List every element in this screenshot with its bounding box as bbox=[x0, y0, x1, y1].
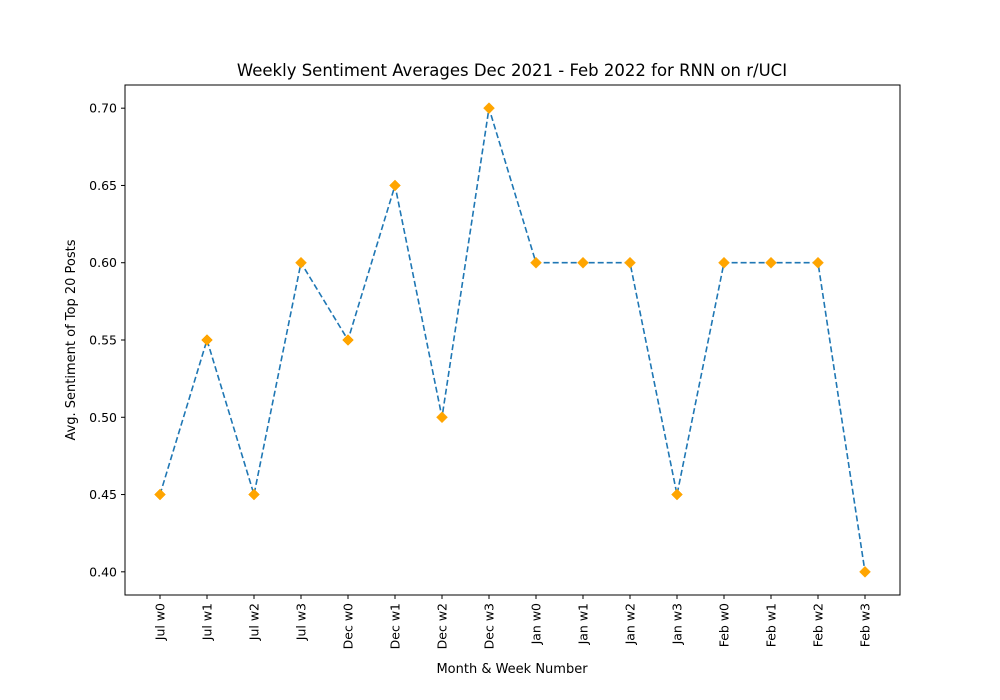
x-axis-label: Month & Week Number bbox=[436, 662, 588, 677]
x-tick-label: Jan w0 bbox=[529, 603, 544, 645]
x-tick-label: Feb w1 bbox=[764, 603, 779, 647]
data-point-marker bbox=[812, 256, 824, 269]
data-point-marker bbox=[436, 411, 448, 424]
data-point-marker bbox=[389, 179, 401, 192]
data-point-marker bbox=[154, 488, 166, 501]
y-tick-label: 0.65 bbox=[89, 178, 117, 193]
data-point-marker bbox=[577, 256, 589, 269]
data-point-marker bbox=[765, 256, 777, 269]
data-point-marker bbox=[859, 565, 871, 578]
x-tick-label: Jan w2 bbox=[623, 603, 638, 645]
x-tick-label: Feb w0 bbox=[717, 603, 732, 647]
chart-title: Weekly Sentiment Averages Dec 2021 - Feb… bbox=[237, 61, 787, 80]
data-point-marker bbox=[624, 256, 636, 269]
x-tick-label: Jul w0 bbox=[153, 603, 168, 641]
data-point-marker bbox=[718, 256, 730, 269]
x-tick-label: Feb w2 bbox=[811, 603, 826, 647]
x-tick-label: Jul w2 bbox=[247, 603, 262, 641]
x-tick-label: Dec w2 bbox=[435, 603, 450, 649]
series-line bbox=[159, 107, 866, 572]
y-tick-label: 0.50 bbox=[89, 410, 117, 425]
y-tick-label: 0.55 bbox=[89, 333, 117, 348]
data-point-marker bbox=[248, 488, 260, 501]
data-point-marker bbox=[671, 488, 683, 501]
x-tick-label: Dec w0 bbox=[341, 603, 356, 649]
x-tick-label: Dec w3 bbox=[482, 603, 497, 649]
x-tick-label: Jan w3 bbox=[670, 603, 685, 645]
x-tick-label: Jul w3 bbox=[294, 603, 309, 641]
x-tick-label: Feb w3 bbox=[858, 603, 873, 647]
y-tick-label: 0.70 bbox=[89, 101, 117, 116]
data-point-marker bbox=[201, 334, 213, 346]
plot-area: 0.40 0.45 0.50 0.55 0.60 0.65 0.70 Jul w0 Jul w1… bbox=[89, 84, 901, 649]
data-point-marker bbox=[530, 256, 542, 269]
y-axis-label: Avg. Sentiment of Top 20 Posts bbox=[64, 239, 79, 440]
data-point-marker bbox=[483, 102, 495, 115]
x-tick-label: Dec w1 bbox=[388, 603, 403, 649]
data-point-marker bbox=[295, 256, 307, 269]
x-tick-label: Jan w1 bbox=[576, 603, 591, 645]
y-tick-label: 0.60 bbox=[89, 255, 117, 270]
data-point-marker bbox=[342, 334, 354, 346]
x-tick-label: Jul w1 bbox=[200, 603, 215, 641]
y-tick-label: 0.40 bbox=[89, 564, 117, 579]
y-tick-label: 0.45 bbox=[89, 487, 117, 502]
